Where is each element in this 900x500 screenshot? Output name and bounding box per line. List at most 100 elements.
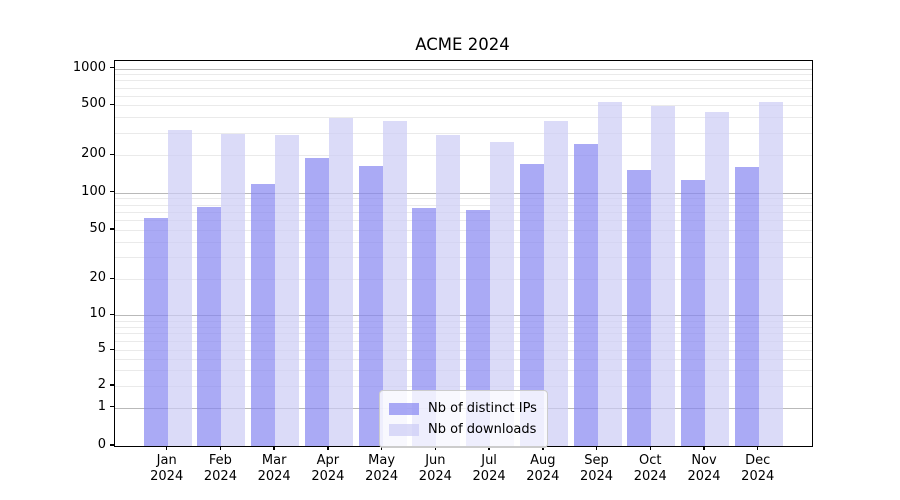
minor-gridline <box>115 279 812 281</box>
y-tick-label: 50 <box>89 221 106 236</box>
bar-nov-downloads <box>705 112 729 446</box>
minor-gridline <box>115 204 812 206</box>
minor-gridline <box>115 230 812 231</box>
minor-gridline <box>115 341 812 343</box>
y-tick-mark <box>110 444 114 446</box>
x-tick-label-mar: Mar 2024 <box>257 453 291 484</box>
minor-gridline <box>115 198 812 200</box>
x-tick-label-sep: Sep 2024 <box>579 453 614 484</box>
y-tick-mark <box>110 348 114 350</box>
legend: Nb of distinct IPs Nb of downloads <box>379 390 548 448</box>
minor-gridline <box>115 326 812 328</box>
x-tick-mark <box>434 446 437 451</box>
minor-gridline <box>115 95 812 97</box>
minor-gridline <box>115 80 812 82</box>
y-tick-mark <box>110 103 114 105</box>
y-tick-label: 1000 <box>72 59 106 75</box>
y-tick-label: 1 <box>97 398 106 414</box>
y-tick-mark <box>110 153 114 155</box>
minor-gridline <box>115 87 812 89</box>
x-tick-mark <box>542 446 544 451</box>
minor-gridline <box>115 242 812 243</box>
x-tick-mark <box>166 446 168 451</box>
x-tick-label-may: May 2024 <box>365 453 399 484</box>
x-tick-mark <box>219 446 222 451</box>
bar-dec-downloads <box>758 102 783 446</box>
legend-swatch-downloads <box>389 423 419 436</box>
bar-nov-distinct-ips <box>681 180 705 446</box>
bar-sep-distinct-ips <box>573 144 598 446</box>
minor-gridline <box>115 386 812 387</box>
x-tick-mark <box>327 446 329 451</box>
bar-mar-distinct-ips <box>251 183 276 446</box>
x-tick-label-oct: Oct 2024 <box>633 453 667 484</box>
plot-area <box>114 60 813 447</box>
x-tick-mark <box>703 446 705 451</box>
x-tick-label-jun: Jun 2024 <box>418 453 452 484</box>
minor-gridline <box>115 370 812 372</box>
y-tick-mark <box>110 67 114 69</box>
bar-oct-distinct-ips <box>627 169 652 446</box>
minor-gridline <box>115 211 812 213</box>
bar-jan-downloads <box>167 130 192 446</box>
bar-mar-downloads <box>275 135 300 446</box>
x-tick-mark <box>595 446 598 451</box>
bar-oct-downloads <box>651 105 676 446</box>
bar-feb-distinct-ips <box>197 206 222 446</box>
x-tick-label-aug: Aug 2024 <box>526 453 560 484</box>
major-gridline <box>115 68 812 70</box>
x-tick-mark <box>757 446 759 451</box>
bar-may-distinct-ips <box>358 165 383 446</box>
legend-entry-distinct-ips: Nb of distinct IPs <box>389 398 537 419</box>
legend-label-distinct-ips: Nb of distinct IPs <box>428 401 537 416</box>
bar-dec-distinct-ips <box>734 167 759 446</box>
minor-gridline <box>115 220 812 222</box>
x-tick-mark <box>649 446 651 451</box>
x-tick-mark <box>488 446 490 451</box>
minor-gridline <box>115 358 812 360</box>
y-tick-label: 10 <box>89 306 106 322</box>
y-tick-mark <box>110 277 114 279</box>
y-tick-mark <box>110 313 114 315</box>
minor-gridline <box>115 74 812 76</box>
minor-gridline <box>115 117 812 119</box>
y-tick-label: 500 <box>81 96 106 112</box>
minor-gridline <box>115 155 812 157</box>
y-tick-mark <box>110 228 114 230</box>
bar-apr-downloads <box>328 118 353 446</box>
chart-title: ACME 2024 <box>415 35 510 54</box>
y-tick-mark <box>110 191 114 193</box>
y-tick-label: 5 <box>97 341 106 357</box>
legend-swatch-distinct-ips <box>389 402 419 415</box>
minor-gridline <box>115 320 812 322</box>
legend-entry-downloads: Nb of downloads <box>389 419 537 440</box>
y-tick-label: 0 <box>97 437 106 452</box>
y-tick-mark <box>110 406 114 408</box>
y-tick-label: 200 <box>81 146 106 162</box>
minor-gridline <box>115 350 812 352</box>
bar-sep-downloads <box>597 102 622 446</box>
legend-label-downloads: Nb of downloads <box>428 422 537 437</box>
x-tick-label-feb: Feb 2024 <box>203 453 237 484</box>
minor-gridline <box>115 333 812 335</box>
x-tick-label-dec: Dec 2024 <box>741 453 775 484</box>
minor-gridline <box>115 133 812 135</box>
x-tick-mark <box>273 446 275 451</box>
y-tick-label: 2 <box>97 377 106 392</box>
minor-gridline <box>115 105 812 107</box>
y-tick-label: 100 <box>81 183 106 199</box>
x-tick-label-jan: Jan 2024 <box>150 453 184 484</box>
bar-apr-distinct-ips <box>304 158 329 446</box>
x-tick-mark <box>380 446 383 451</box>
x-tick-label-jul: Jul 2024 <box>472 453 506 484</box>
x-tick-label-apr: Apr 2024 <box>311 453 345 484</box>
y-tick-mark <box>110 384 114 386</box>
x-tick-label-nov: Nov 2024 <box>687 453 721 484</box>
major-gridline <box>115 192 812 194</box>
y-tick-label: 20 <box>89 270 106 286</box>
bar-feb-downloads <box>221 133 246 446</box>
major-gridline <box>115 315 812 317</box>
bar-jan-distinct-ips <box>143 218 168 446</box>
minor-gridline <box>115 257 812 259</box>
